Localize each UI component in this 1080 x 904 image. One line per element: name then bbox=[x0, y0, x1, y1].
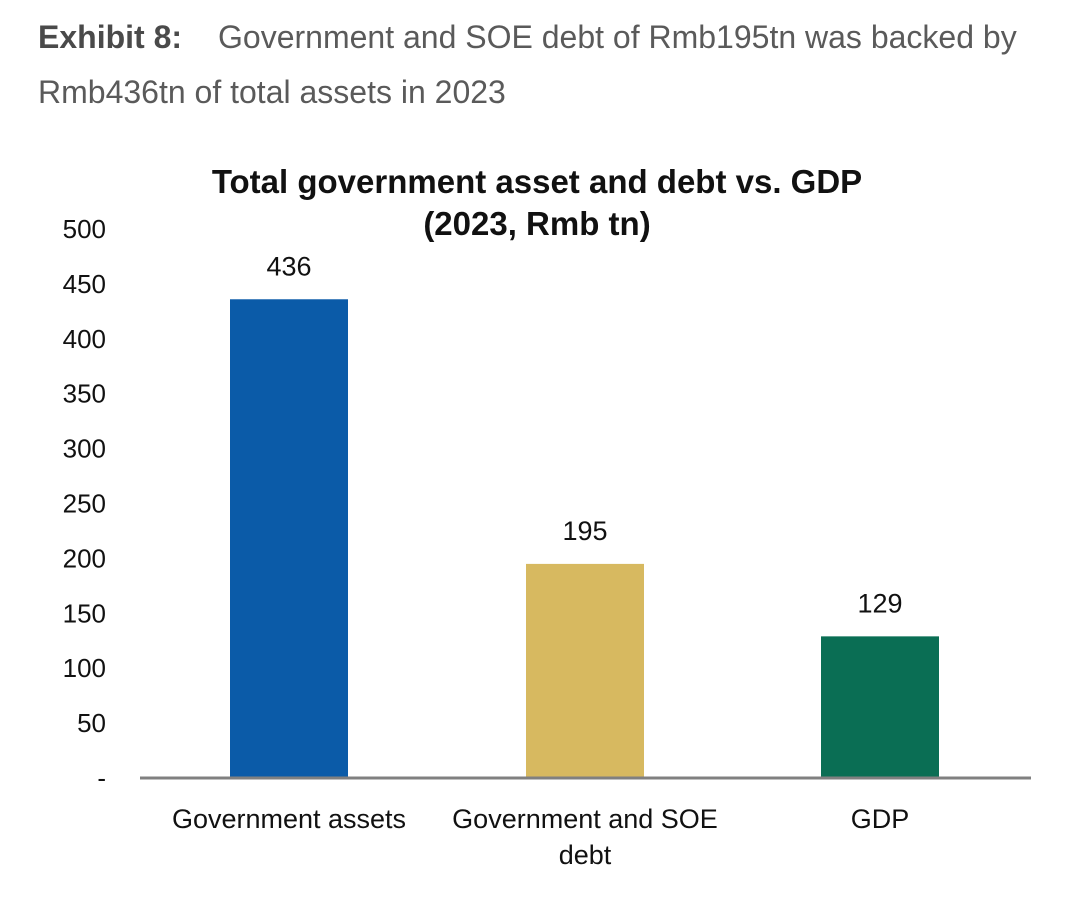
exhibit-label: Exhibit 8: bbox=[38, 19, 183, 55]
data-label: 195 bbox=[562, 516, 607, 546]
x-tick-label: debt bbox=[559, 840, 612, 870]
y-tick-label: 50 bbox=[77, 708, 106, 738]
bar bbox=[526, 563, 644, 778]
y-tick-label: 200 bbox=[63, 543, 106, 573]
x-tick-label: GDP bbox=[851, 804, 910, 834]
x-tick-label: Government assets bbox=[172, 804, 406, 834]
chart-subtitle: (2023, Rmb tn) bbox=[423, 205, 650, 242]
y-tick-label: 300 bbox=[63, 434, 106, 464]
y-axis-ticks: - 50 100 150 200 250 300 350 400 450 500 bbox=[63, 214, 106, 793]
data-label: 129 bbox=[857, 588, 902, 618]
y-tick-label: 150 bbox=[63, 598, 106, 628]
chart-title: Total government asset and debt vs. GDP bbox=[212, 163, 862, 200]
exhibit-header: Exhibit 8: Government and SOE debt of Rmb… bbox=[38, 10, 1048, 120]
data-labels: 436 195 129 bbox=[266, 251, 902, 618]
bar bbox=[821, 636, 939, 778]
y-tick-label: 500 bbox=[63, 214, 106, 244]
x-tick-label: Government and SOE bbox=[452, 804, 718, 834]
y-tick-label: 450 bbox=[63, 269, 106, 299]
bars bbox=[230, 299, 939, 778]
category-labels: Government assets Government and SOE debt G… bbox=[172, 804, 909, 870]
y-tick-label: - bbox=[97, 763, 106, 793]
y-tick-label: 400 bbox=[63, 324, 106, 354]
bar bbox=[230, 299, 348, 778]
y-tick-label: 250 bbox=[63, 489, 106, 519]
exhibit-title: Government and SOE debt of Rmb195tn was … bbox=[38, 19, 1017, 110]
data-label: 436 bbox=[266, 251, 311, 281]
y-tick-label: 100 bbox=[63, 653, 106, 683]
y-tick-label: 350 bbox=[63, 379, 106, 409]
